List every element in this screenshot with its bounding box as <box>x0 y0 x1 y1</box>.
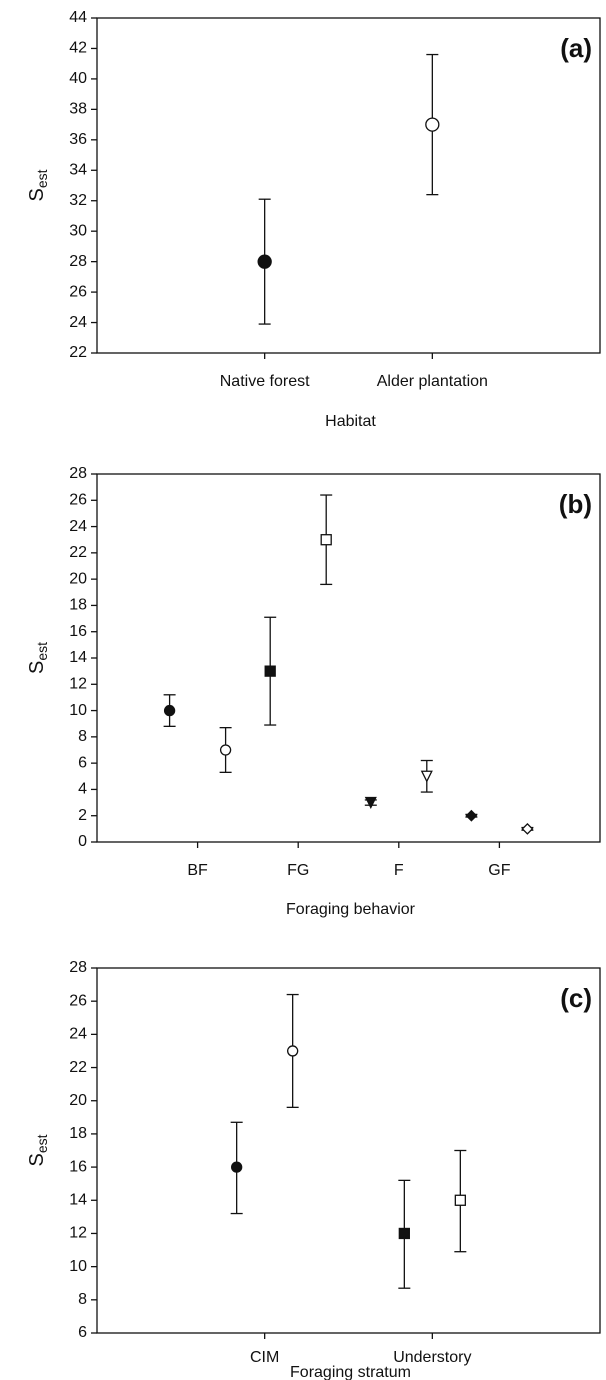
y-tick-label: 28 <box>69 253 87 270</box>
y-tick-label: 38 <box>69 101 87 118</box>
marker <box>454 1194 466 1206</box>
x-tick-label: F <box>394 862 404 879</box>
y-tick-label: 12 <box>69 1225 87 1242</box>
y-tick-label: 10 <box>69 702 87 719</box>
y-tick-label: 30 <box>69 222 87 239</box>
marker <box>219 744 232 756</box>
y-tick-label: 16 <box>69 1158 87 1175</box>
x-tick-label: Understory <box>393 1349 471 1366</box>
y-tick-label: 28 <box>69 465 87 482</box>
x-tick-label: Native forest <box>220 373 310 390</box>
y-tick-label: 40 <box>69 70 87 87</box>
marker <box>231 1161 243 1173</box>
y-axis-title-main: S <box>26 661 48 674</box>
y-tick-label: 44 <box>69 9 87 26</box>
marker <box>398 1227 410 1240</box>
y-tick-label: 26 <box>69 283 87 300</box>
y-tick-label: 28 <box>69 959 87 976</box>
y-axis-title: Sest <box>26 169 49 201</box>
y-tick-label: 18 <box>69 1125 87 1142</box>
y-axis-title-sub: est <box>34 1134 50 1153</box>
y-tick-label: 12 <box>69 676 87 693</box>
marker <box>163 704 176 717</box>
y-axis-title: Sest <box>26 1134 49 1166</box>
x-tick-label: GF <box>488 862 510 879</box>
panel-label: (b) <box>559 489 592 519</box>
y-tick-label: 20 <box>69 1092 87 1109</box>
y-axis-title-main: S <box>26 1153 48 1166</box>
plot-frame <box>96 473 601 843</box>
y-tick-label: 6 <box>78 1324 87 1341</box>
y-axis-title-main: S <box>26 188 48 201</box>
y-tick-label: 14 <box>69 1191 87 1208</box>
x-axis-title: Foraging behavior <box>286 901 416 918</box>
y-tick-label: 26 <box>69 992 87 1009</box>
y-tick-label: 2 <box>78 807 87 824</box>
marker <box>364 796 377 810</box>
x-axis-title: Habitat <box>325 413 376 430</box>
panel-label: (c) <box>560 983 592 1013</box>
marker <box>425 117 440 132</box>
x-tick-label: Alder plantation <box>377 373 488 390</box>
y-tick-label: 8 <box>78 728 87 745</box>
y-tick-label: 4 <box>78 781 87 798</box>
marker <box>320 534 332 546</box>
y-tick-label: 24 <box>69 1026 87 1043</box>
y-tick-label: 0 <box>78 833 87 850</box>
y-tick-label: 20 <box>69 570 87 587</box>
y-tick-label: 6 <box>78 754 87 771</box>
y-tick-label: 34 <box>69 161 87 178</box>
y-tick-label: 22 <box>69 544 87 561</box>
y-axis-title-sub: est <box>34 169 50 188</box>
plot-frame <box>96 17 601 354</box>
marker <box>465 809 478 822</box>
y-tick-label: 10 <box>69 1258 87 1275</box>
y-tick-label: 14 <box>69 649 87 666</box>
y-tick-label: 24 <box>69 518 87 535</box>
marker <box>264 665 276 677</box>
y-tick-label: 42 <box>69 40 87 57</box>
x-tick-label: FG <box>287 862 309 879</box>
marker <box>521 822 534 835</box>
y-axis-title: Sest <box>26 642 49 674</box>
x-tick-label: CIM <box>250 1349 279 1366</box>
plot-frame <box>96 967 601 1334</box>
y-tick-label: 16 <box>69 623 87 640</box>
marker <box>287 1045 299 1057</box>
x-tick-label: BF <box>187 862 208 879</box>
marker <box>420 770 433 783</box>
x-axis-title: Foraging stratum <box>290 1364 411 1380</box>
y-tick-label: 36 <box>69 131 87 148</box>
marker <box>257 254 272 269</box>
y-tick-label: 8 <box>78 1291 87 1308</box>
y-tick-label: 22 <box>69 1059 87 1076</box>
y-tick-label: 32 <box>69 192 87 209</box>
y-tick-label: 18 <box>69 597 87 614</box>
panel-label: (a) <box>560 33 592 63</box>
y-tick-label: 24 <box>69 314 87 331</box>
y-tick-label: 22 <box>69 344 87 361</box>
y-axis-title-sub: est <box>34 642 50 661</box>
y-tick-label: 26 <box>69 492 87 509</box>
